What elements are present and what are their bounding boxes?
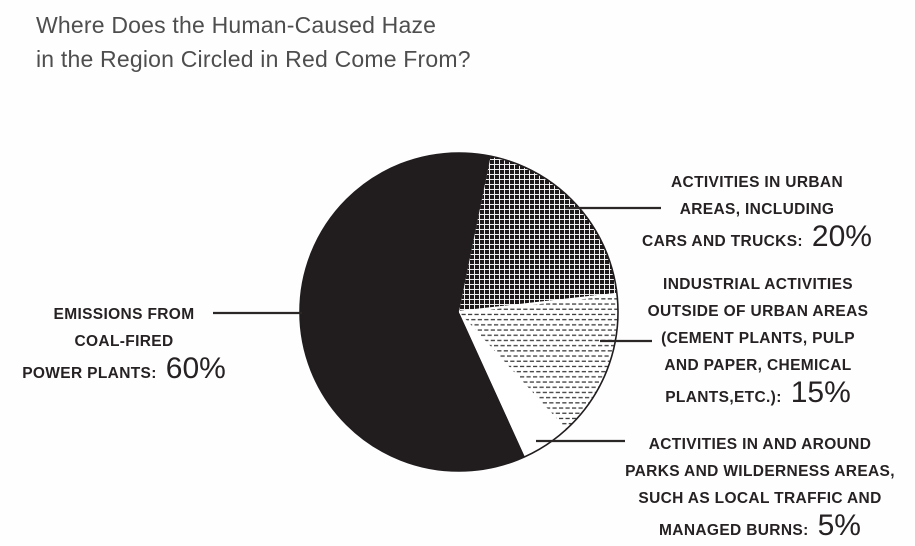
callout-industrial-activities: INDUSTRIAL ACTIVITIES OUTSIDE OF URBAN A… xyxy=(613,271,903,411)
chart-title-line-2: in the Region Circled in Red Come From? xyxy=(36,46,471,72)
callout-line: (CEMENT PLANTS, PULP xyxy=(661,330,855,347)
callout-line: AREAS, INCLUDING xyxy=(679,201,835,218)
callout-line: EMISSIONS FROM xyxy=(53,306,195,323)
callout-line: PARKS AND WILDERNESS AREAS, xyxy=(625,463,895,480)
slice-separator xyxy=(458,292,618,314)
callout-line: SUCH AS LOCAL TRAFFIC AND xyxy=(638,490,882,507)
pie-slice-urban-activities-20 xyxy=(459,156,617,312)
percentage-value-coal: 60% xyxy=(165,352,226,385)
callout-line: COAL-FIRED xyxy=(74,333,174,350)
callout-parks-wilderness: ACTIVITIES IN AND AROUND PARKS AND WILDE… xyxy=(583,431,915,544)
pie-slice-industrial-activities-15 xyxy=(459,294,619,430)
chart-title-line-1: Where Does the Human-Caused Haze xyxy=(36,12,437,38)
chart-title: Where Does the Human-Caused Haze in the … xyxy=(36,8,471,76)
callout-line: CARS AND TRUCKS: 20% xyxy=(617,220,897,255)
callout-line: ACTIVITIES IN AND AROUND xyxy=(648,436,872,453)
callout-line: INDUSTRIAL ACTIVITIES xyxy=(663,276,853,293)
callout-urban-activities: ACTIVITIES IN URBAN AREAS, INCLUDING CAR… xyxy=(617,169,897,255)
callout-line: AND PAPER, CHEMICAL xyxy=(664,357,852,374)
callout-coal-power-plants: EMISSIONS FROM COAL-FIRED POWER PLANTS: 6… xyxy=(4,301,244,387)
callout-line-text: MANAGED BURNS: xyxy=(659,522,809,539)
callout-line-text: POWER PLANTS: xyxy=(22,365,157,382)
pie-slice-coal-power-plants-60 xyxy=(299,153,525,472)
percentage-value-industrial: 15% xyxy=(790,376,851,409)
callout-line: MANAGED BURNS: 5% xyxy=(583,509,915,544)
callout-line: ACTIVITIES IN URBAN xyxy=(671,174,843,191)
pie-slice-parks-wilderness-5 xyxy=(459,312,567,457)
callout-line: POWER PLANTS: 60% xyxy=(4,352,244,387)
callout-line: OUTSIDE OF URBAN AREAS xyxy=(647,303,869,320)
callout-line: PLANTS,ETC.): 15% xyxy=(613,376,903,411)
callout-line-text: PLANTS,ETC.): xyxy=(665,389,782,406)
callout-line-text: CARS AND TRUCKS: xyxy=(642,233,803,250)
percentage-value-parks: 5% xyxy=(817,509,861,542)
percentage-value-urban: 20% xyxy=(811,220,872,253)
